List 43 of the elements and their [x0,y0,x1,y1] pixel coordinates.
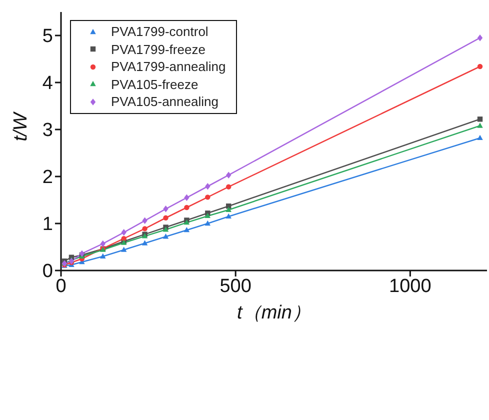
point [163,206,168,212]
x-tick-label: 500 [220,276,252,297]
point [184,226,190,232]
point [205,182,210,190]
legend-label: PVA1799-annealing [111,58,226,76]
y-tick-label: 3 [42,120,53,142]
point [121,236,126,242]
y-tick-label: 1 [42,214,53,236]
point [184,194,190,202]
point [477,34,483,42]
point [226,184,232,190]
point [163,215,168,220]
point [142,226,148,232]
point [205,194,210,200]
point [204,212,211,218]
point [142,217,148,224]
point [477,122,483,128]
point [204,220,211,226]
point [477,116,483,122]
point [120,246,127,252]
x-tick-label: 0 [56,276,66,297]
point [142,240,148,246]
x-axis-title: t（min） [237,302,311,324]
point [184,204,190,210]
legend-label: PVA105-annealing [111,93,218,110]
y-tick-label: 4 [42,73,54,94]
y-tick-label: 0 [42,261,53,282]
point [226,213,232,219]
point [226,172,232,178]
point [100,253,106,258]
point [121,229,126,236]
point [226,206,232,212]
legend-label: PVA105-freeze [111,76,198,93]
legend-label: PVA1799-control [111,23,208,40]
legend-label: PVA1799-freeze [111,40,206,58]
point [100,240,106,248]
y-tick-label: 5 [42,26,53,48]
point [477,134,483,140]
y-tick-label: 2 [42,167,53,188]
y-axis-title: t/W [10,110,32,142]
x-tick-label: 1000 [389,276,432,297]
point [477,64,483,70]
point [162,234,169,239]
